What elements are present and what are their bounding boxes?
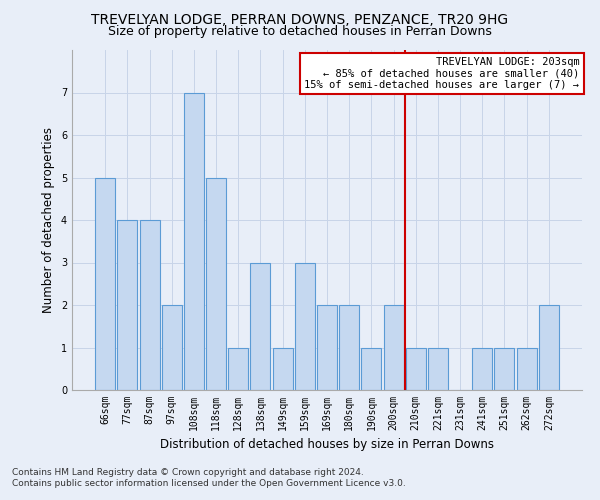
Bar <box>361 348 382 390</box>
Bar <box>295 262 315 390</box>
Bar <box>472 348 492 390</box>
Text: Contains HM Land Registry data © Crown copyright and database right 2024.
Contai: Contains HM Land Registry data © Crown c… <box>12 468 406 487</box>
Text: Size of property relative to detached houses in Perran Downs: Size of property relative to detached ho… <box>108 25 492 38</box>
Bar <box>494 348 514 390</box>
Bar <box>162 305 182 390</box>
Bar <box>428 348 448 390</box>
Bar <box>184 92 204 390</box>
Bar <box>539 305 559 390</box>
Bar <box>406 348 426 390</box>
Text: TREVELYAN LODGE: 203sqm
← 85% of detached houses are smaller (40)
15% of semi-de: TREVELYAN LODGE: 203sqm ← 85% of detache… <box>304 57 580 90</box>
Bar <box>272 348 293 390</box>
Y-axis label: Number of detached properties: Number of detached properties <box>43 127 55 313</box>
Bar <box>206 178 226 390</box>
Bar <box>228 348 248 390</box>
Text: TREVELYAN LODGE, PERRAN DOWNS, PENZANCE, TR20 9HG: TREVELYAN LODGE, PERRAN DOWNS, PENZANCE,… <box>91 12 509 26</box>
Bar <box>140 220 160 390</box>
Bar <box>317 305 337 390</box>
Bar <box>517 348 536 390</box>
Bar <box>95 178 115 390</box>
X-axis label: Distribution of detached houses by size in Perran Downs: Distribution of detached houses by size … <box>160 438 494 452</box>
Bar <box>339 305 359 390</box>
Bar <box>250 262 271 390</box>
Bar <box>118 220 137 390</box>
Bar <box>383 305 404 390</box>
